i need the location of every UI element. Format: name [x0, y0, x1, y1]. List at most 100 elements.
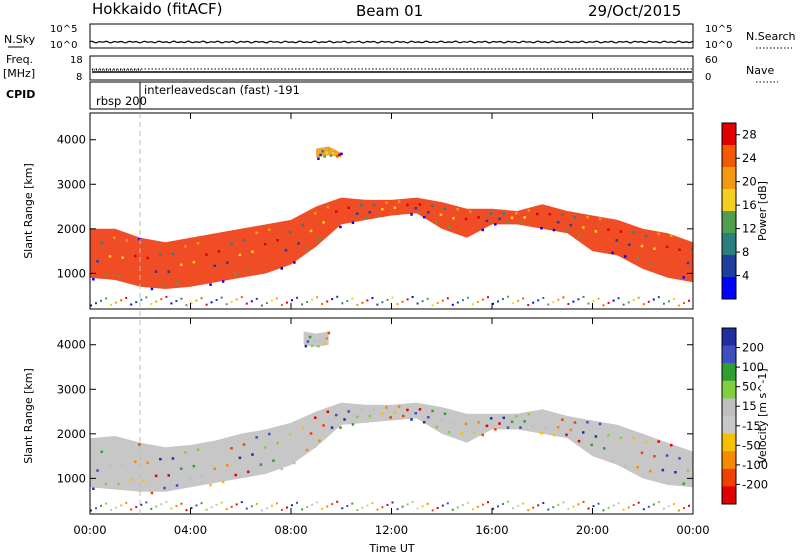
- echo-speck: [125, 239, 129, 242]
- echo-speck: [427, 416, 430, 419]
- echo-speck: [108, 255, 112, 258]
- ground-scatter-speck: [220, 501, 223, 504]
- ground-scatter-speck: [346, 300, 349, 302]
- ground-scatter-speck: [260, 509, 263, 512]
- echo-speck: [523, 420, 526, 423]
- ground-scatter-speck: [426, 502, 429, 505]
- ground-scatter-speck: [306, 506, 309, 508]
- colorbar-tick-label: 16: [742, 198, 757, 212]
- echo-speck: [456, 413, 459, 416]
- echo-speck: [435, 220, 438, 224]
- echo-speck: [615, 446, 618, 449]
- echo-speck: [477, 216, 480, 219]
- echo-speck: [192, 464, 196, 468]
- echo-speck: [329, 154, 333, 157]
- echo-speck: [221, 280, 225, 283]
- echo-speck: [301, 223, 304, 227]
- colorbar-swatch: [722, 189, 736, 212]
- ground-scatter-speck: [667, 300, 670, 303]
- ground-scatter-speck: [466, 501, 469, 504]
- echo-speck: [443, 207, 447, 210]
- echo-speck: [636, 465, 639, 469]
- ground-scatter-speck: [567, 303, 570, 305]
- ground-scatter-speck: [316, 501, 319, 504]
- echo-speck: [385, 201, 388, 204]
- ground-scatter-speck: [120, 299, 123, 302]
- echo-speck: [418, 408, 422, 411]
- echo-speck: [217, 250, 221, 253]
- echo-speck: [619, 230, 623, 233]
- ground-scatter-speck: [512, 302, 515, 305]
- echo-speck: [393, 411, 397, 414]
- ground-scatter-speck: [331, 503, 334, 506]
- ground-scatter-speck: [351, 297, 354, 300]
- ground-scatter-speck: [175, 505, 178, 507]
- ground-scatter-speck: [522, 297, 525, 300]
- ground-scatter-speck: [391, 501, 394, 504]
- echo-speck: [649, 469, 652, 473]
- echo-speck: [339, 426, 342, 429]
- colorbar-tick-label: 100: [742, 360, 764, 374]
- echo-speck: [318, 439, 321, 442]
- echo-speck: [230, 242, 233, 245]
- echo-speck: [657, 440, 660, 443]
- ground-scatter-speck: [527, 304, 530, 307]
- echo-speck: [306, 340, 310, 343]
- y-tick-label: 1000: [57, 266, 86, 280]
- ground-scatter-speck: [255, 502, 258, 505]
- beam-title: Beam 01: [356, 2, 423, 20]
- echo-speck: [473, 431, 476, 434]
- echo-speck: [129, 272, 133, 275]
- station-title: Hokkaido (fitACF): [92, 0, 223, 18]
- ground-scatter-speck: [406, 503, 409, 506]
- ground-scatter-speck: [280, 508, 283, 511]
- echo-speck: [548, 212, 551, 216]
- ground-scatter-speck: [466, 296, 469, 299]
- echo-speck: [481, 433, 484, 437]
- echo-speck: [92, 278, 95, 281]
- ground-scatter-speck: [291, 299, 293, 302]
- echo-speck: [314, 416, 317, 419]
- ground-scatter-speck: [326, 505, 329, 508]
- ground-scatter-speck: [683, 302, 685, 305]
- colorbar-swatch: [722, 451, 736, 470]
- ground-scatter-speck: [291, 504, 293, 507]
- power-yticks: 1000 2000 3000 4000: [57, 133, 693, 280]
- ground-scatter-speck: [110, 304, 113, 306]
- echo-speck: [175, 484, 179, 487]
- echo-speck: [452, 217, 455, 220]
- echo-speck: [515, 211, 518, 215]
- ground-scatter-speck: [577, 503, 580, 506]
- echo-speck: [100, 450, 103, 454]
- time-tick-label: 12:00: [375, 523, 408, 537]
- echo-speck: [284, 450, 288, 453]
- ground-scatter-speck: [597, 297, 600, 300]
- nave-tick-top: 60: [705, 55, 718, 66]
- ground-scatter-speck: [557, 503, 560, 506]
- echo-speck: [536, 417, 539, 420]
- echo-speck: [272, 459, 275, 462]
- ground-scatter-speck: [175, 300, 178, 302]
- colorbar-swatch: [722, 328, 736, 347]
- ground-scatter-speck: [265, 507, 268, 510]
- y-tick-label: 3000: [57, 177, 86, 191]
- ground-scatter-speck: [190, 301, 193, 304]
- echo-speck: [321, 334, 324, 337]
- echo-speck: [485, 219, 489, 223]
- ground-scatter-speck: [446, 297, 449, 300]
- echo-speck: [619, 436, 623, 440]
- ground-scatter-speck: [612, 504, 615, 507]
- ground-scatter-speck: [270, 504, 273, 507]
- ground-scatter-speck: [446, 502, 449, 505]
- echo-speck: [314, 212, 317, 215]
- echo-speck: [611, 251, 614, 255]
- ground-scatter-speck: [522, 502, 525, 505]
- power-ylabel: Slant Range [km]: [22, 163, 35, 259]
- echo-speck: [510, 216, 514, 220]
- ground-scatter-speck: [461, 504, 464, 507]
- echo-speck: [556, 221, 560, 224]
- ground-scatter-speck: [657, 296, 660, 299]
- echo-speck: [213, 264, 216, 267]
- y-tick-label: 2000: [57, 427, 86, 441]
- ground-scatter-speck: [582, 295, 585, 298]
